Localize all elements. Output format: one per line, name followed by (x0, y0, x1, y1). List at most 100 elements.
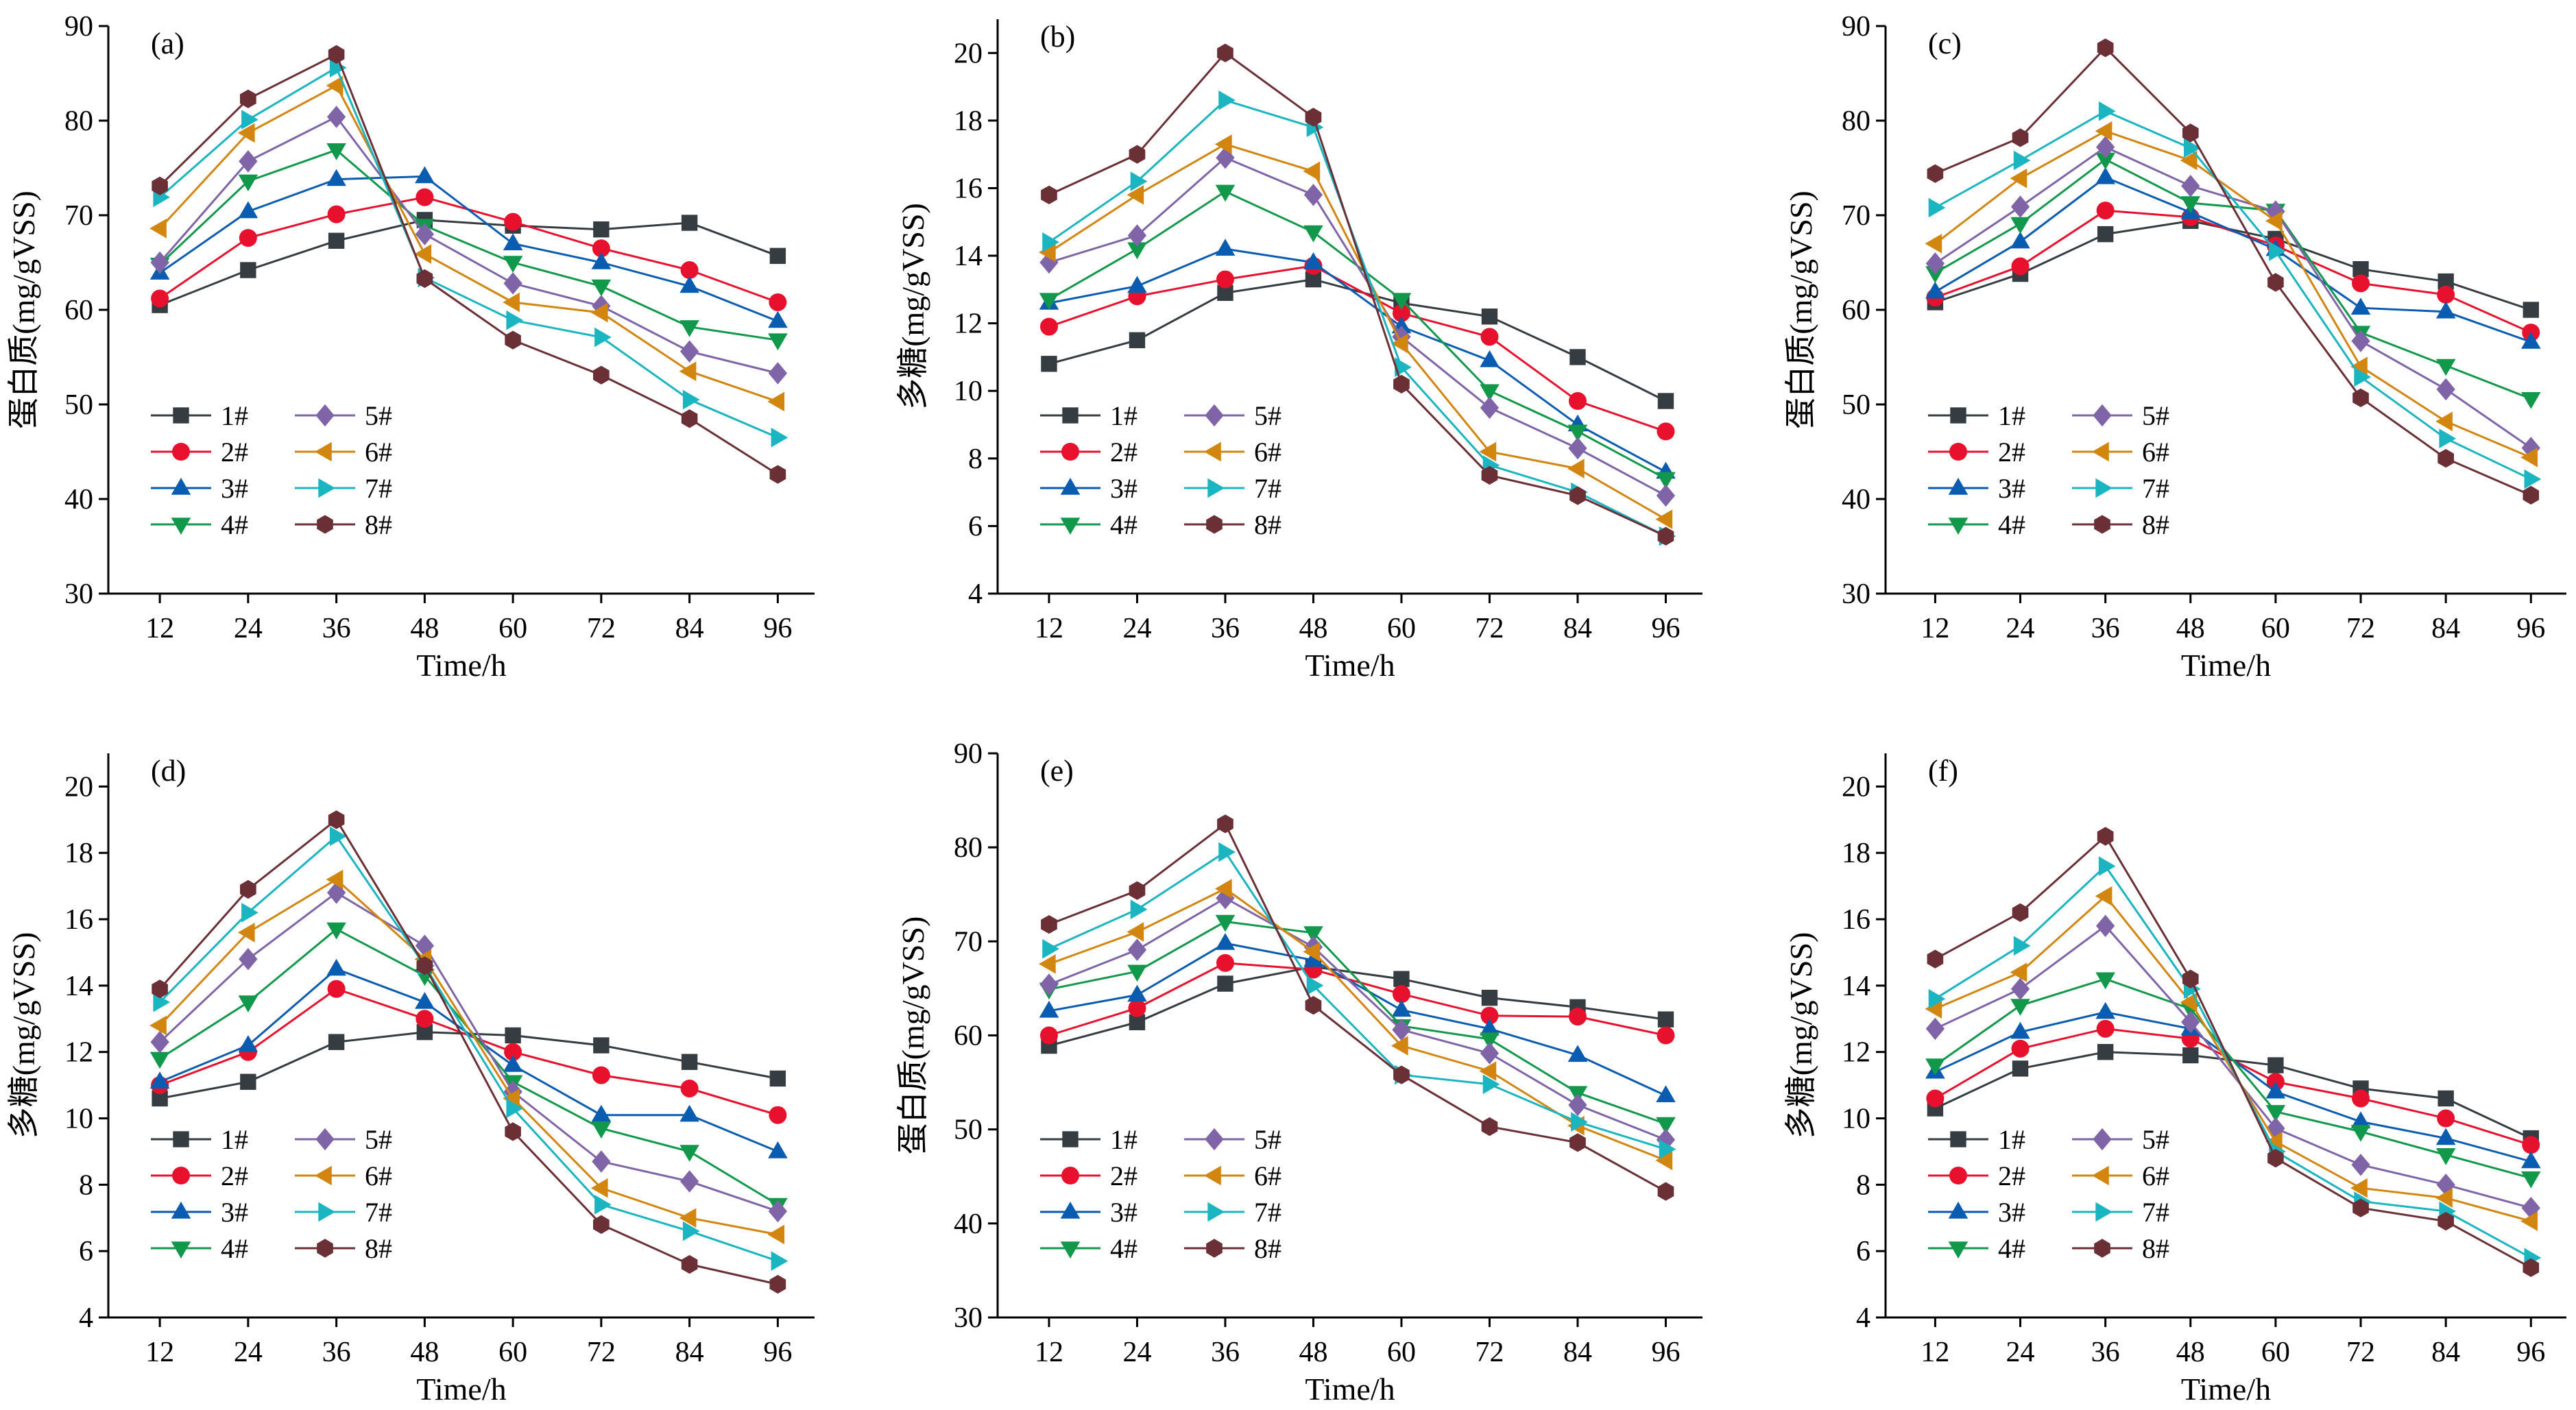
data-point (2521, 1151, 2541, 1169)
series-line (1934, 834, 2532, 1269)
data-point (2010, 217, 2030, 234)
data-point (1927, 949, 1944, 969)
data-point (504, 1043, 522, 1061)
legend-entry: 4# (151, 1233, 248, 1264)
data-point (1568, 1093, 1587, 1117)
y-tick-label: 14 (954, 241, 983, 272)
data-point (1656, 1117, 1676, 1134)
data-point (593, 365, 610, 385)
data-point (769, 1070, 786, 1087)
data-point (591, 279, 612, 297)
data-point (2522, 1136, 2540, 1154)
panel-label: (a) (151, 27, 184, 60)
legend-label: 7# (365, 473, 392, 504)
y-tick-label: 90 (1842, 11, 1870, 42)
data-point (2095, 972, 2115, 990)
x-tick-label: 36 (1211, 613, 1240, 644)
legend-label: 3# (221, 473, 248, 504)
data-point (1925, 281, 1945, 299)
data-point (1039, 242, 1056, 263)
chart-panel-6: 4 6 8 10 12 14 16 18 20 12 24 36 48 60 72 84 96 Time/h 多糖(… (1783, 753, 2566, 1407)
data-point (769, 247, 786, 265)
legend-label: 1# (1110, 1124, 1137, 1155)
data-point (152, 1090, 168, 1107)
data-point (2521, 332, 2541, 349)
x-tick-label: 60 (498, 613, 527, 644)
data-point (1303, 926, 1323, 943)
y-tick-label: 18 (1842, 838, 1870, 869)
legend-entry: 6# (2072, 1160, 2169, 1191)
data-point (1217, 975, 1233, 992)
legend-marker (1060, 1202, 1081, 1219)
legend-marker (1206, 515, 1223, 534)
data-point (1395, 357, 1412, 377)
data-point (768, 1200, 787, 1223)
data-point (1127, 984, 1147, 1002)
data-point (326, 143, 346, 160)
data-point (2182, 969, 2199, 988)
data-point (1481, 465, 1498, 485)
legend-label: 2# (1110, 1160, 1137, 1191)
data-point (1303, 184, 1323, 206)
data-point (1039, 973, 1059, 996)
data-point (1392, 304, 1410, 322)
series-line (1048, 143, 1667, 520)
legend-label: 7# (2142, 473, 2169, 504)
data-point (414, 244, 432, 264)
legend-marker (2093, 1128, 2112, 1151)
x-tick-label: 84 (1563, 613, 1592, 644)
data-point (769, 465, 786, 484)
data-point (150, 1030, 169, 1054)
x-tick-label: 96 (763, 613, 792, 644)
data-point (1393, 1065, 1410, 1084)
data-point (2011, 1039, 2030, 1058)
series-7 (153, 58, 789, 448)
data-point (326, 75, 344, 96)
series-1 (1041, 271, 1674, 409)
data-point (2012, 128, 2029, 147)
x-axis-title: Time/h (2181, 1372, 2271, 1407)
x-tick-label: 12 (1921, 613, 1949, 644)
series-line (159, 891, 778, 1213)
legend-entry: 7# (295, 1197, 392, 1228)
x-tick-label: 36 (1211, 1337, 1240, 1368)
series-line (1048, 850, 1666, 1150)
data-point (2010, 195, 2030, 218)
data-point (1216, 270, 1234, 289)
legend-entry: 1# (151, 1124, 248, 1155)
y-tick-label: 60 (1842, 295, 1870, 326)
data-point (1039, 293, 1059, 311)
legend-label: 4# (1998, 1233, 2025, 1264)
legend-label: 6# (2142, 437, 2169, 467)
x-tick-label: 72 (2346, 613, 2375, 644)
data-point (1569, 349, 1586, 365)
data-point (2523, 485, 2540, 505)
data-point (2521, 1171, 2541, 1189)
legend-entry: 1# (151, 400, 248, 431)
legend-entry: 5# (2072, 1124, 2169, 1155)
data-point (1480, 1032, 1500, 1049)
legend-marker (1205, 404, 1224, 427)
data-point (2524, 469, 2542, 489)
data-point (2437, 1109, 2455, 1128)
series-2 (1926, 1019, 2540, 1154)
y-tick-label: 30 (64, 579, 93, 610)
legend-marker (315, 441, 332, 462)
data-point (591, 1121, 612, 1139)
legend-marker (2093, 404, 2112, 427)
data-point (153, 992, 171, 1012)
data-point (1216, 953, 1234, 972)
series-8 (1041, 814, 1674, 1201)
data-point (416, 956, 433, 975)
data-point (2265, 1132, 2283, 1152)
panel-label: (f) (1928, 754, 1958, 788)
x-tick-label: 24 (2006, 613, 2035, 644)
legend-entry: 1# (1928, 1124, 2025, 1155)
data-point (328, 810, 345, 829)
data-point (1217, 284, 1233, 301)
legend-label: 1# (1998, 1124, 2025, 1155)
legend-marker (2095, 478, 2112, 498)
legend-entry: 3# (1040, 473, 1137, 504)
y-tick-label: 8 (968, 443, 983, 475)
